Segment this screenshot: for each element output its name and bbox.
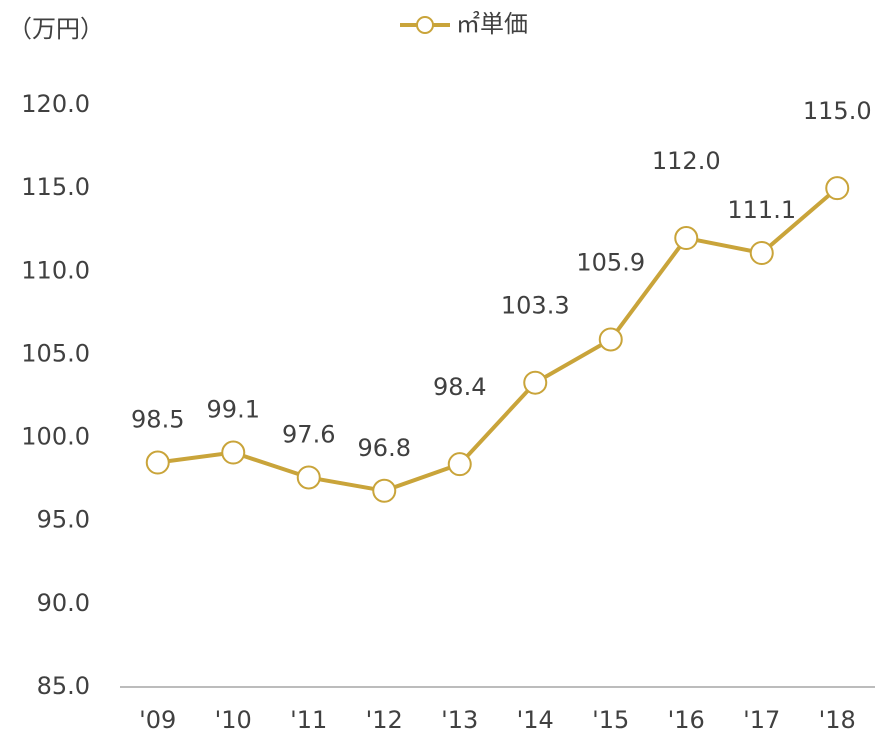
data-label: 112.0 [652,147,721,175]
marker [674,226,699,251]
data-label: 115.0 [803,97,872,125]
line [157,186,839,493]
x-tick-label: '13 [441,706,478,734]
marker [221,440,246,465]
marker [825,176,850,201]
data-label: 99.1 [207,396,260,424]
data-label: 97.6 [282,420,335,448]
marker [598,327,623,352]
x-tick-label: '14 [517,706,554,734]
marker [372,478,397,503]
x-tick-label: '11 [290,706,327,734]
y-tick-label: 100.0 [21,423,90,451]
marker [523,370,548,395]
legend-marker [416,16,434,34]
data-label: 98.5 [131,406,184,434]
x-tick-label: '09 [139,706,176,734]
y-tick-label: 85.0 [37,672,90,700]
legend-label: ㎡単価 [456,10,528,38]
x-tick-label: '12 [366,706,403,734]
y-tick-label: 95.0 [37,506,90,534]
data-label: 98.4 [433,373,486,401]
x-tick-label: '10 [215,706,252,734]
y-tick-label: 115.0 [21,173,90,201]
data-label: 111.1 [727,196,796,224]
y-tick-label: 110.0 [21,256,90,284]
y-tick-label: 90.0 [37,589,90,617]
data-label: 96.8 [358,434,411,462]
x-tick-label: '15 [592,706,629,734]
x-tick-label: '18 [819,706,856,734]
marker [447,452,472,477]
x-tick-label: '16 [668,706,705,734]
y-tick-label: 105.0 [21,339,90,367]
marker [749,240,774,265]
y-tick-label: 120.0 [21,90,90,118]
data-label: 103.3 [501,292,570,320]
x-tick-label: '17 [743,706,780,734]
data-label: 105.9 [576,248,645,276]
marker [145,450,170,475]
marker [296,465,321,490]
y-unit-label: （万円） [8,15,104,43]
